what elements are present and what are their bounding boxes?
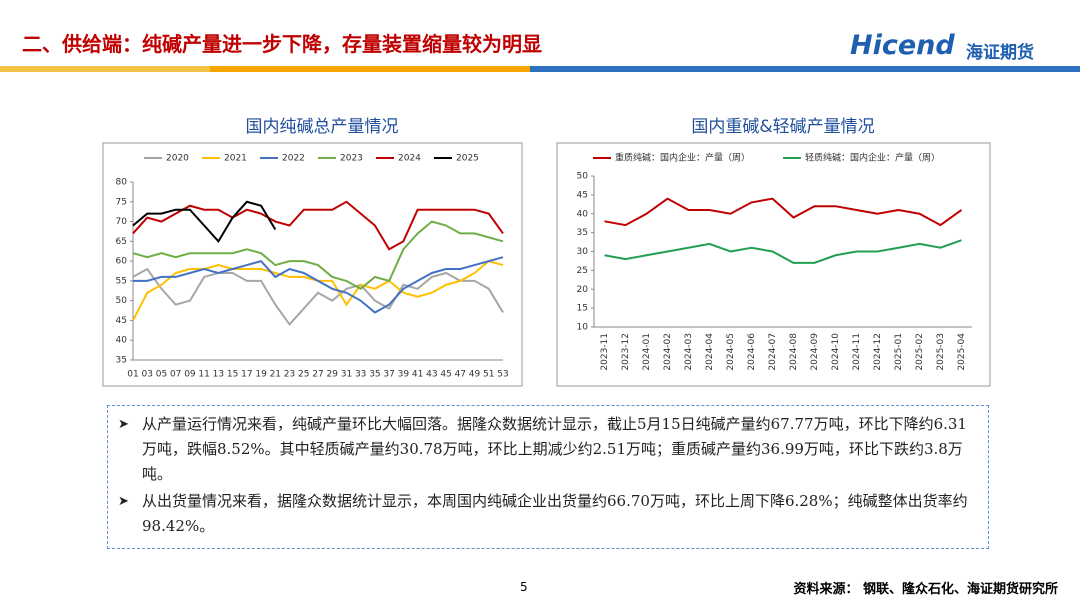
y-tick-label: 80 bbox=[116, 178, 128, 188]
bullet: 从产量运行情况来看，纯碱产量环比大幅回落。据隆众数据统计显示，截止5月15日纯碱… bbox=[118, 412, 978, 487]
x-tick-label: 2024-06 bbox=[747, 333, 757, 371]
x-tick-label: 39 bbox=[398, 370, 410, 380]
x-tick-label: 2024-04 bbox=[705, 333, 715, 371]
x-tick-label: 2024-08 bbox=[789, 333, 799, 371]
y-tick-label: 75 bbox=[116, 197, 127, 207]
legend-label: 2023 bbox=[340, 154, 363, 164]
x-tick-label: 31 bbox=[341, 370, 352, 380]
source: 资料来源： 钢联、隆众石化、海证期货研究所 bbox=[793, 582, 1058, 597]
y-tick-label: 40 bbox=[577, 209, 589, 219]
y-tick-label: 45 bbox=[116, 316, 127, 326]
bullet: 从出货量情况来看，据隆众数据统计显示，本周国内纯碱企业出货量约66.70万吨，环… bbox=[118, 489, 978, 539]
legend-label: 2020 bbox=[166, 154, 189, 164]
y-tick-label: 60 bbox=[116, 257, 128, 267]
chart-title: 国内重碱&轻碱产量情况 bbox=[691, 117, 875, 137]
x-tick-label: 2025-04 bbox=[957, 333, 967, 371]
y-tick-label: 25 bbox=[577, 266, 588, 276]
x-tick-label: 2024-10 bbox=[831, 333, 841, 371]
x-tick-label: 35 bbox=[369, 370, 380, 380]
legend-label: 2022 bbox=[282, 154, 305, 164]
x-tick-label: 2024-12 bbox=[873, 333, 883, 371]
chart-frame bbox=[556, 142, 991, 387]
x-tick-label: 11 bbox=[198, 370, 209, 380]
line bbox=[132, 220, 504, 291]
x-tick-label: 01 bbox=[127, 370, 138, 380]
x-tick-label: 15 bbox=[227, 370, 238, 380]
x-tick-label: 27 bbox=[312, 370, 323, 380]
y-tick-label: 40 bbox=[116, 336, 128, 346]
legend-label: 2021 bbox=[224, 154, 247, 164]
x-tick-label: 29 bbox=[327, 370, 339, 380]
x-tick-label: 49 bbox=[469, 370, 481, 380]
legend-label: 重质纯碱：国内企业：产量（周） bbox=[615, 152, 750, 164]
line bbox=[132, 200, 277, 244]
x-tick-label: 17 bbox=[241, 370, 252, 380]
y-tick-label: 20 bbox=[577, 285, 589, 295]
slide-title: 二、供给端：纯碱产量进一步下降，存量装置缩量较为明显 bbox=[22, 32, 542, 56]
x-tick-label: 2024-11 bbox=[852, 333, 862, 371]
deco-bar bbox=[210, 66, 530, 72]
line bbox=[132, 200, 504, 251]
x-tick-label: 47 bbox=[455, 370, 466, 380]
x-tick-label: 2023-12 bbox=[621, 333, 631, 371]
y-tick-label: 70 bbox=[116, 217, 128, 227]
line bbox=[604, 197, 963, 227]
x-tick-label: 53 bbox=[497, 370, 508, 380]
x-tick-label: 2024-09 bbox=[810, 333, 820, 371]
deco-bar bbox=[0, 66, 210, 72]
x-tick-label: 13 bbox=[213, 370, 224, 380]
y-tick-label: 45 bbox=[577, 190, 588, 200]
x-tick-label: 2024-05 bbox=[726, 333, 736, 371]
legend-label: 2024 bbox=[398, 154, 421, 164]
x-tick-label: 09 bbox=[184, 370, 196, 380]
y-tick-label: 55 bbox=[116, 276, 127, 286]
y-tick-label: 50 bbox=[116, 296, 128, 306]
x-tick-label: 2024-01 bbox=[642, 333, 652, 371]
legend-label: 轻质纯碱：国内企业：产量（周） bbox=[805, 152, 940, 164]
text-box: 从产量运行情况来看，纯碱产量环比大幅回落。据隆众数据统计显示，截止5月15日纯碱… bbox=[107, 405, 989, 549]
x-tick-label: 23 bbox=[284, 370, 295, 380]
x-tick-label: 45 bbox=[440, 370, 451, 380]
chart-frame bbox=[102, 142, 523, 387]
x-tick-label: 41 bbox=[412, 370, 423, 380]
x-tick-label: 37 bbox=[383, 370, 394, 380]
x-tick-label: 25 bbox=[298, 370, 309, 380]
y-tick-label: 65 bbox=[116, 237, 127, 247]
page-number: 5 bbox=[520, 580, 528, 594]
y-tick-label: 30 bbox=[577, 247, 589, 257]
x-tick-label: 03 bbox=[142, 370, 153, 380]
y-tick-label: 10 bbox=[577, 323, 589, 333]
logo-cn: 海证期货 bbox=[966, 43, 1034, 63]
x-tick-label: 19 bbox=[255, 370, 267, 380]
x-tick-label: 2025-03 bbox=[936, 333, 946, 371]
x-tick-label: 07 bbox=[170, 370, 181, 380]
x-tick-label: 2024-02 bbox=[663, 333, 673, 371]
x-tick-label: 05 bbox=[156, 370, 167, 380]
x-tick-label: 2024-07 bbox=[768, 333, 778, 371]
line bbox=[604, 239, 962, 264]
chart-title: 国内纯碱总产量情况 bbox=[245, 117, 399, 137]
legend-label: 2025 bbox=[456, 154, 479, 164]
x-tick-label: 2025-02 bbox=[915, 333, 925, 371]
x-tick-label: 2024-03 bbox=[684, 333, 694, 371]
x-tick-label: 43 bbox=[426, 370, 437, 380]
line bbox=[132, 267, 504, 326]
y-tick-label: 15 bbox=[577, 304, 588, 314]
y-tick-label: 35 bbox=[577, 228, 588, 238]
x-tick-label: 51 bbox=[483, 370, 494, 380]
logo: Hicend bbox=[850, 30, 955, 61]
x-tick-label: 33 bbox=[355, 370, 366, 380]
y-tick-label: 50 bbox=[577, 172, 589, 182]
x-tick-label: 2025-01 bbox=[894, 333, 904, 371]
x-tick-label: 2023-11 bbox=[600, 333, 610, 371]
y-tick-label: 35 bbox=[116, 356, 127, 366]
line bbox=[133, 256, 504, 314]
deco-bar bbox=[530, 66, 1080, 72]
x-tick-label: 21 bbox=[270, 370, 281, 380]
